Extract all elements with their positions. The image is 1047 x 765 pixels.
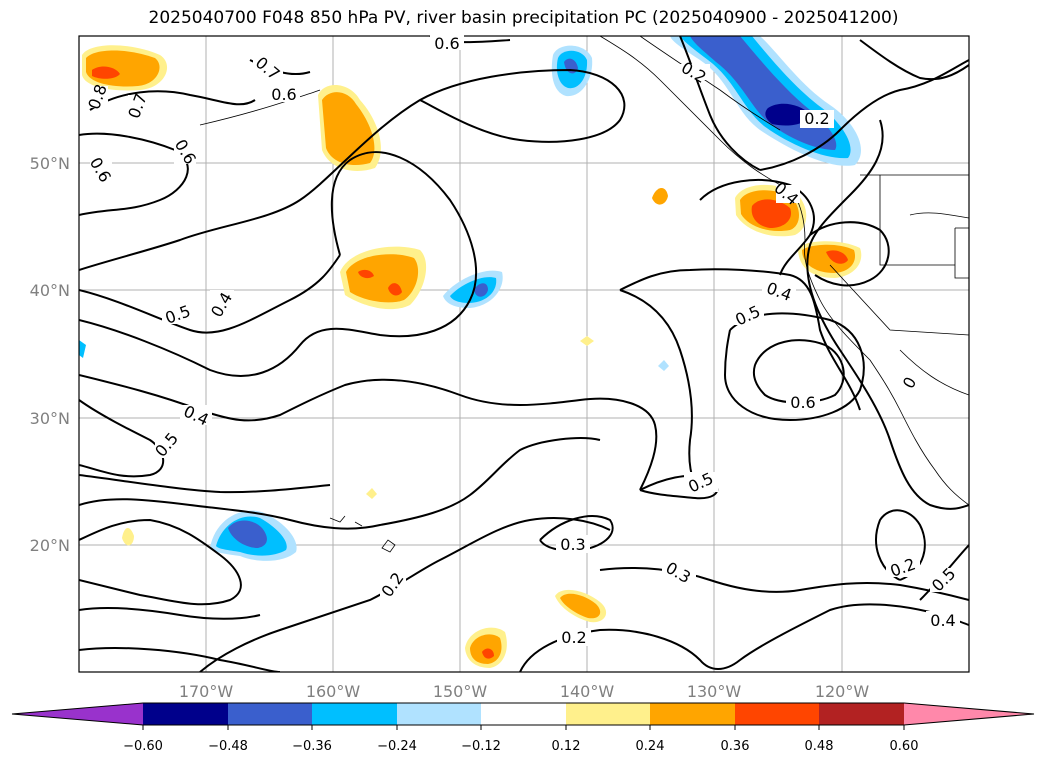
lat-labels: 50°N 40°N 30°N 20°N bbox=[30, 154, 70, 555]
colorbar-swatch bbox=[397, 703, 481, 725]
colorbar-tick-label: 0.36 bbox=[721, 739, 750, 754]
contour-label: 0.6 bbox=[271, 85, 296, 104]
contour-label: 0.6 bbox=[790, 393, 815, 412]
precip-shading bbox=[79, 36, 862, 668]
lat-label: 40°N bbox=[30, 281, 70, 300]
contour-labels: 0.6 0.7 0.6 0.8 0.7 0.6 0.6 0.2 0.2 0.4 … bbox=[84, 34, 960, 647]
colorbar-extend-high bbox=[904, 703, 1034, 725]
colorbar-swatch bbox=[735, 703, 819, 725]
map-frame bbox=[78, 35, 970, 673]
map-content bbox=[79, 36, 969, 672]
pv-contours bbox=[79, 36, 969, 672]
colorbar-swatch bbox=[819, 703, 904, 725]
colorbar-tick-label: 0.12 bbox=[552, 739, 581, 754]
lat-label: 50°N bbox=[30, 154, 70, 173]
colorbar-tick-label: −0.12 bbox=[461, 739, 501, 754]
colorbar-tick-label: 0.48 bbox=[805, 739, 834, 754]
contour-label: 0.4 bbox=[930, 611, 955, 630]
colorbar-extend-low bbox=[12, 703, 143, 725]
lon-label: 160°W bbox=[306, 682, 361, 701]
colorbar-tick-label: −0.36 bbox=[292, 739, 332, 754]
colorbar-swatch bbox=[143, 703, 228, 725]
map-title: 2025040700 F048 850 hPa PV, river basin … bbox=[148, 8, 899, 28]
colorbar-tick-label: −0.60 bbox=[123, 739, 163, 754]
contour-label: 0.2 bbox=[561, 628, 586, 647]
colorbar-tick-label: −0.48 bbox=[208, 739, 248, 754]
lon-label: 140°W bbox=[560, 682, 615, 701]
colorbar-swatch bbox=[312, 703, 397, 725]
colorbar-swatch bbox=[481, 703, 566, 725]
colorbar-ticks: −0.60 −0.48 −0.36 −0.24 −0.12 0.12 0.24 … bbox=[123, 725, 918, 754]
lat-label: 20°N bbox=[30, 536, 70, 555]
lon-label: 150°W bbox=[433, 682, 488, 701]
lon-label: 130°W bbox=[687, 682, 742, 701]
contour-label: 0.6 bbox=[434, 34, 459, 53]
colorbar-swatch bbox=[650, 703, 735, 725]
colorbar: −0.60 −0.48 −0.36 −0.24 −0.12 0.12 0.24 … bbox=[11, 702, 1035, 754]
lat-label: 30°N bbox=[30, 409, 70, 428]
contour-label: 0.3 bbox=[560, 535, 585, 554]
colorbar-swatch bbox=[228, 703, 312, 725]
colorbar-swatch bbox=[566, 703, 650, 725]
lon-label: 170°W bbox=[179, 682, 234, 701]
lon-label: 120°W bbox=[815, 682, 870, 701]
colorbar-tick-label: 0.24 bbox=[636, 739, 665, 754]
contour-label: 0.2 bbox=[804, 109, 829, 128]
colorbar-tick-label: 0.60 bbox=[890, 739, 919, 754]
lon-labels: 170°W 160°W 150°W 140°W 130°W 120°W bbox=[179, 682, 870, 701]
colorbar-tick-label: −0.24 bbox=[377, 739, 417, 754]
